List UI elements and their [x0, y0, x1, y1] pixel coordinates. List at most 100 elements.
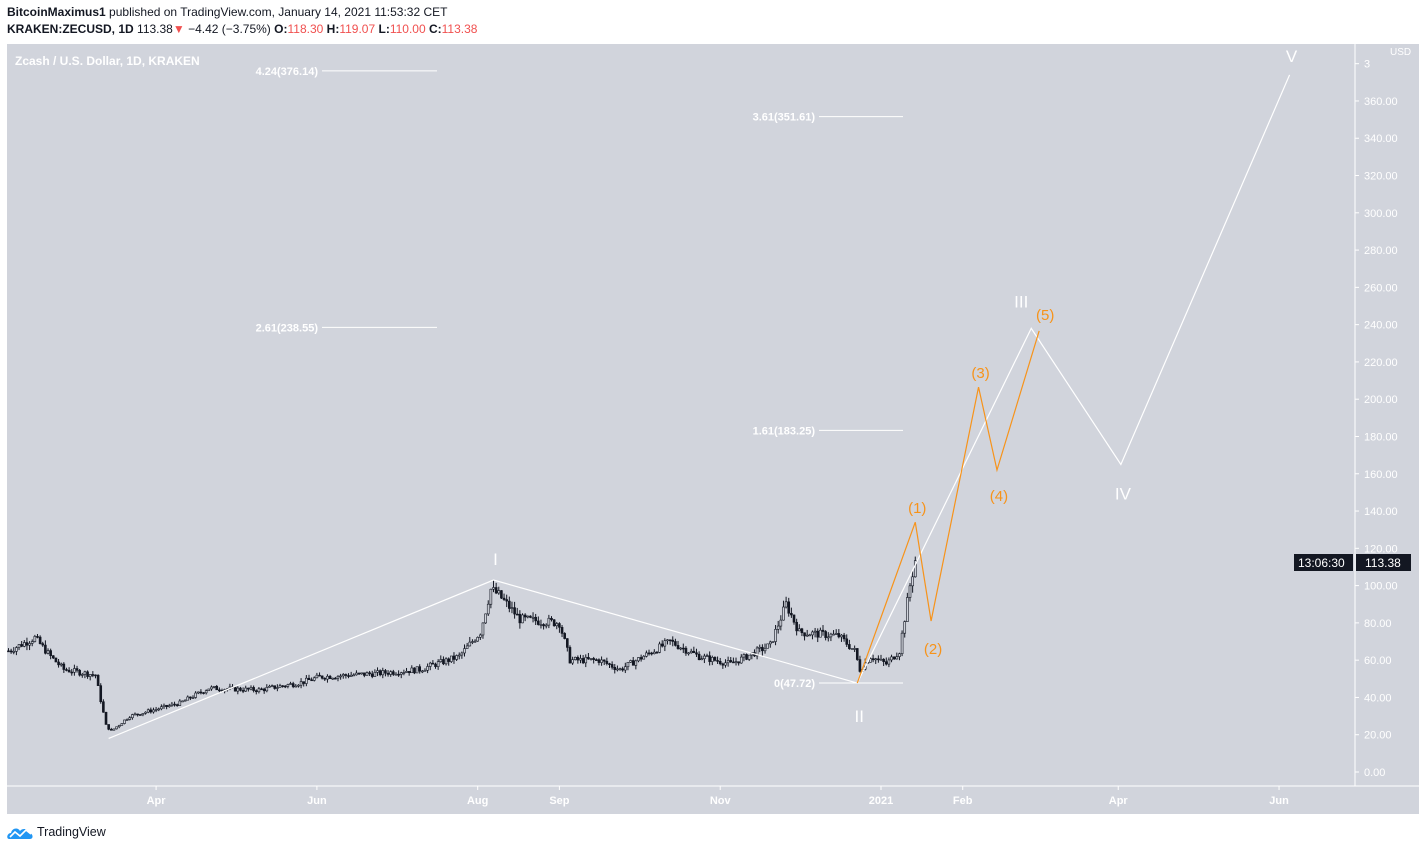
candle	[729, 657, 733, 663]
fib-label: 1.61(183.25)	[753, 425, 816, 437]
candle	[845, 634, 849, 647]
last-price: 113.38	[137, 22, 173, 36]
candle	[402, 669, 406, 676]
candle	[36, 633, 39, 639]
open-label: O:	[274, 22, 288, 36]
candle	[51, 655, 55, 660]
candle	[323, 677, 327, 681]
candle	[884, 657, 888, 666]
candle	[732, 657, 735, 664]
sub-wave-line[interactable]	[856, 330, 1040, 684]
candle	[191, 695, 195, 700]
time-axis[interactable]: Apr Jun Aug Sep Nov 2021 Feb Apr Jun	[147, 786, 1289, 807]
candle	[136, 713, 139, 717]
y-tick-label: 340.00	[1364, 133, 1398, 145]
y-tick-label: 280.00	[1364, 245, 1398, 257]
author-name[interactable]: BitcoinMaximus1	[7, 5, 106, 19]
candle	[795, 618, 798, 636]
candle	[734, 657, 738, 666]
candle	[426, 663, 429, 674]
candle	[241, 687, 245, 694]
y-tick-label: 360.00	[1364, 96, 1398, 108]
candle	[479, 633, 482, 640]
candle	[763, 643, 767, 654]
candle	[378, 669, 382, 677]
candle	[70, 668, 74, 676]
price-axis[interactable]: 0.00 20.00 40.00 60.00 80.00 100.00 120.00 140.…	[1355, 59, 1398, 779]
candle	[737, 661, 740, 666]
candle	[442, 656, 445, 666]
candle	[745, 653, 748, 661]
candle	[697, 651, 701, 661]
candle	[457, 652, 461, 660]
candle	[848, 639, 851, 650]
low-value: 110.00	[389, 22, 426, 36]
candle	[262, 687, 266, 694]
primary-wave-label: II	[855, 707, 864, 726]
candle	[281, 685, 284, 688]
candle	[687, 652, 690, 656]
candle	[513, 601, 516, 619]
candle	[571, 656, 574, 665]
primary-wave-line[interactable]	[108, 74, 1291, 740]
candle	[653, 649, 656, 655]
candle	[38, 635, 42, 645]
candle	[22, 640, 26, 648]
candle	[605, 657, 609, 666]
candle	[800, 627, 804, 637]
candle	[415, 666, 419, 674]
candle	[616, 665, 619, 672]
candle	[589, 658, 593, 661]
low-label: L:	[378, 22, 390, 36]
candle	[173, 701, 176, 707]
candle	[307, 674, 311, 681]
candle	[771, 641, 775, 643]
x-tick-label: Aug	[467, 795, 488, 807]
y-tick-label: 240.00	[1364, 320, 1398, 332]
candle	[78, 669, 81, 677]
candle	[99, 683, 103, 704]
fib-levels: 4.24(376.14) 3.61(351.61) 2.61(238.55) 1.61…	[256, 66, 903, 690]
candle	[663, 638, 667, 652]
candle	[178, 699, 182, 706]
candle	[505, 594, 508, 608]
candle	[618, 667, 622, 671]
candle	[286, 683, 290, 689]
candle	[54, 657, 58, 663]
candle	[363, 672, 366, 678]
candle	[655, 651, 659, 654]
candle	[484, 613, 487, 624]
fib-label: 4.24(376.14)	[256, 66, 319, 78]
candle	[600, 656, 603, 666]
primary-wave-label: III	[1014, 292, 1028, 311]
candle	[65, 667, 68, 672]
sub-wave-label: (3)	[971, 365, 989, 382]
candle	[821, 625, 825, 636]
close-value: 113.38	[441, 22, 478, 36]
y-tick-label: 40.00	[1364, 692, 1392, 704]
candle	[610, 661, 614, 670]
candle	[141, 713, 145, 717]
candle	[602, 659, 606, 666]
candle	[405, 667, 408, 673]
candle	[199, 689, 203, 695]
candle	[576, 655, 580, 664]
candle	[268, 684, 271, 688]
candle	[674, 638, 677, 647]
candle	[869, 657, 872, 663]
candle	[75, 665, 79, 673]
candle	[162, 703, 166, 709]
candle	[352, 673, 356, 677]
candle	[842, 632, 846, 642]
candle	[181, 700, 184, 703]
candle	[373, 669, 377, 677]
candle	[165, 704, 168, 710]
candle	[299, 678, 303, 689]
candle	[349, 671, 353, 677]
candle	[360, 672, 364, 675]
tradingview-logo[interactable]: TradingView	[7, 824, 106, 840]
candle	[344, 673, 348, 679]
x-tick-label: Jun	[307, 795, 327, 807]
